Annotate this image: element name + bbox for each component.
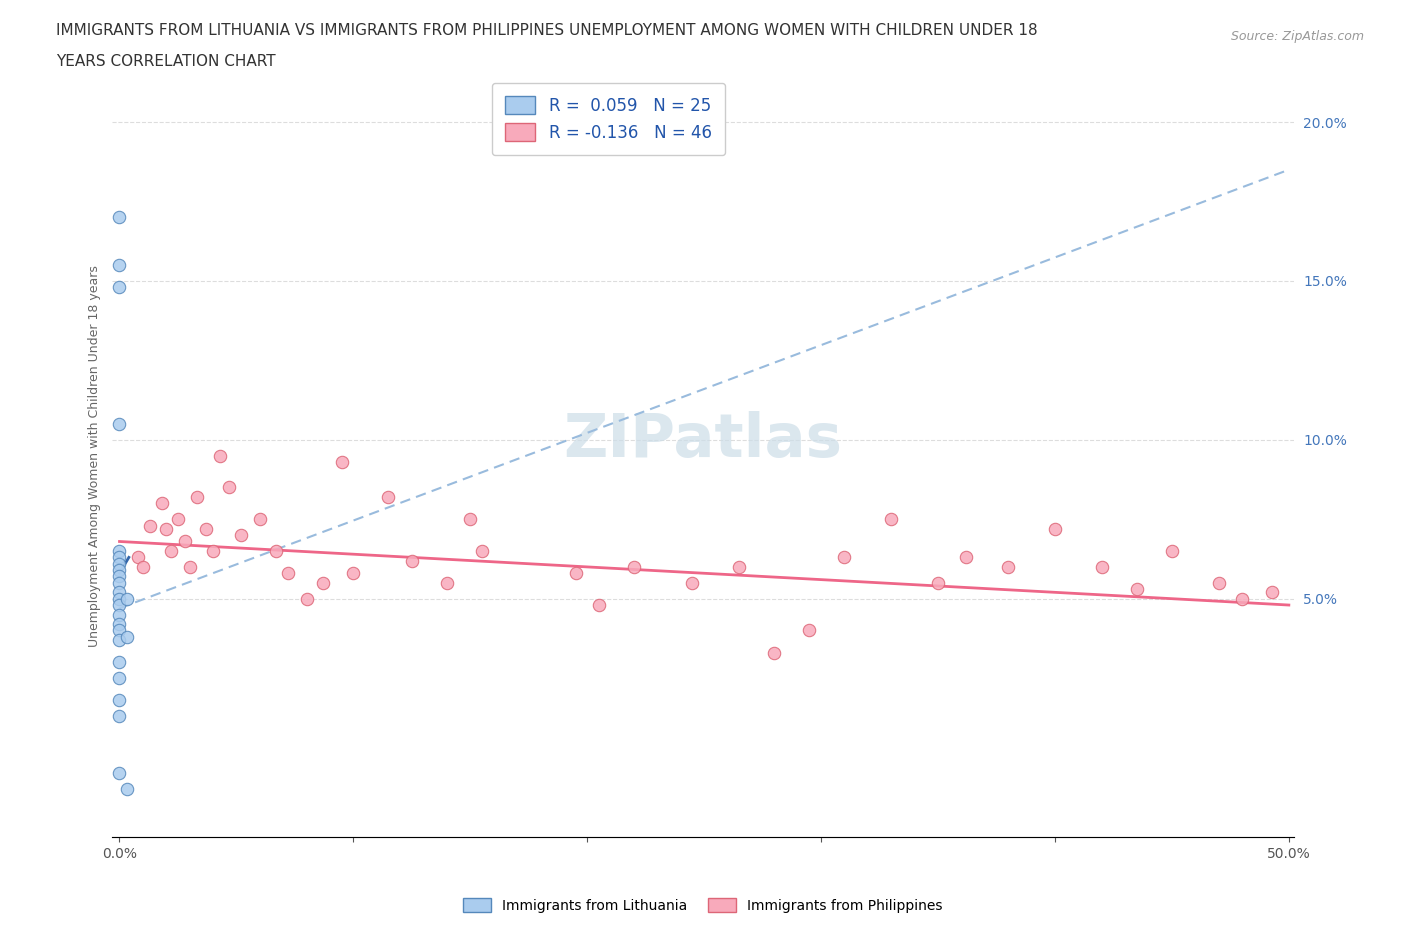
Point — [264, 543, 287, 558]
Point — [108, 591, 131, 606]
Point — [108, 576, 131, 591]
Point — [1091, 560, 1114, 575]
Point — [108, 693, 131, 708]
Point — [202, 543, 225, 558]
Point — [108, 550, 131, 565]
Point — [108, 655, 131, 670]
Point — [108, 607, 131, 622]
Point — [728, 560, 751, 575]
Point — [160, 543, 183, 558]
Point — [377, 489, 399, 504]
Point — [108, 617, 131, 631]
Point — [682, 576, 704, 591]
Point — [229, 527, 252, 542]
Point — [249, 512, 271, 526]
Point — [997, 560, 1019, 575]
Point — [436, 576, 458, 591]
Text: ZIPatlas: ZIPatlas — [564, 411, 842, 470]
Point — [186, 489, 208, 504]
Point — [179, 560, 201, 575]
Point — [564, 565, 586, 580]
Point — [218, 480, 240, 495]
Point — [108, 766, 131, 781]
Point — [127, 550, 149, 565]
Point — [115, 630, 138, 644]
Point — [330, 455, 353, 470]
Point — [471, 543, 494, 558]
Point — [167, 512, 190, 526]
Point — [108, 556, 131, 571]
Point — [155, 522, 177, 537]
Point — [108, 543, 131, 558]
Point — [115, 591, 138, 606]
Point — [108, 280, 131, 295]
Point — [209, 448, 232, 463]
Point — [401, 553, 423, 568]
Text: YEARS CORRELATION CHART: YEARS CORRELATION CHART — [56, 54, 276, 69]
Point — [108, 623, 131, 638]
Point — [150, 496, 173, 511]
Point — [312, 576, 335, 591]
Y-axis label: Unemployment Among Women with Children Under 18 years: Unemployment Among Women with Children U… — [89, 265, 101, 646]
Point — [108, 671, 131, 685]
Point — [880, 512, 903, 526]
Point — [458, 512, 481, 526]
Point — [295, 591, 318, 606]
Point — [115, 782, 138, 797]
Point — [1161, 543, 1184, 558]
Point — [108, 585, 131, 600]
Point — [623, 560, 645, 575]
Point — [588, 598, 610, 613]
Point — [195, 522, 218, 537]
Point — [1230, 591, 1253, 606]
Point — [927, 576, 949, 591]
Point — [1043, 522, 1066, 537]
Point — [1261, 585, 1284, 600]
Point — [108, 598, 131, 613]
Point — [1126, 582, 1149, 597]
Point — [763, 645, 786, 660]
Point — [108, 210, 131, 225]
Text: IMMIGRANTS FROM LITHUANIA VS IMMIGRANTS FROM PHILIPPINES UNEMPLOYMENT AMONG WOME: IMMIGRANTS FROM LITHUANIA VS IMMIGRANTS … — [56, 23, 1038, 38]
Point — [139, 518, 162, 533]
Point — [174, 534, 197, 549]
Point — [132, 560, 155, 575]
Point — [108, 563, 131, 578]
Point — [342, 565, 364, 580]
Point — [108, 258, 131, 272]
Point — [955, 550, 977, 565]
Point — [1208, 576, 1230, 591]
Point — [108, 417, 131, 432]
Legend: R =  0.059   N = 25, R = -0.136   N = 46: R = 0.059 N = 25, R = -0.136 N = 46 — [492, 83, 725, 155]
Point — [834, 550, 856, 565]
Point — [277, 565, 299, 580]
Point — [108, 709, 131, 724]
Point — [799, 623, 821, 638]
Text: Source: ZipAtlas.com: Source: ZipAtlas.com — [1230, 30, 1364, 43]
Point — [108, 569, 131, 584]
Legend: Immigrants from Lithuania, Immigrants from Philippines: Immigrants from Lithuania, Immigrants fr… — [458, 893, 948, 919]
Point — [108, 632, 131, 647]
